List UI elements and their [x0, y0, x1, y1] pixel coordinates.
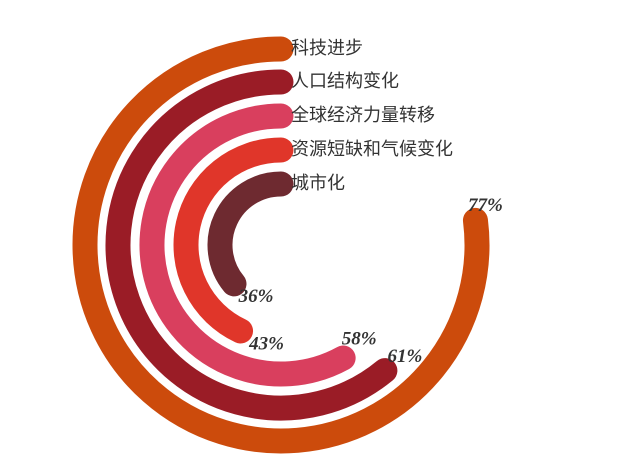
value-label: 36%: [238, 286, 274, 307]
arc-bar: [139, 103, 356, 387]
arc-bar: [105, 69, 398, 421]
arc-bar: [173, 137, 294, 344]
category-label: 城市化: [291, 173, 345, 194]
value-label: 43%: [248, 333, 284, 354]
category-label: 全球经济力量转移: [291, 105, 435, 126]
value-label: 77%: [468, 195, 503, 216]
arc-bar: [207, 171, 294, 297]
value-label: 61%: [387, 346, 422, 367]
arc-bar: [72, 36, 490, 454]
value-label: 58%: [342, 328, 377, 349]
category-label: 资源短缺和气候变化: [291, 139, 453, 160]
category-label: 人口结构变化: [291, 71, 399, 92]
category-label: 科技进步: [291, 38, 363, 59]
